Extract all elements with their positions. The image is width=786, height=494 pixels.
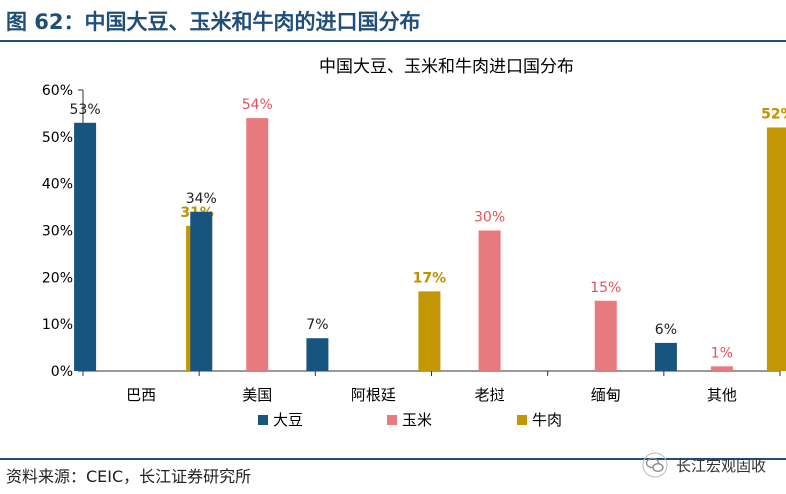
figure-title: 图 62：中国大豆、玉米和牛肉的进口国分布 [6, 10, 421, 34]
y-tick-label: 20% [42, 270, 73, 286]
y-tick-label: 0% [51, 364, 73, 380]
data-label: 52% [761, 106, 786, 122]
bar-chart: 中国大豆、玉米和牛肉进口国分布 0% 10% 20% 30% 40% 50% 60% 巴西 53%… [42, 57, 786, 429]
legend-swatch [517, 415, 527, 425]
bar [654, 342, 677, 371]
bar [246, 118, 269, 371]
y-tick-label: 30% [42, 224, 73, 240]
bar [594, 300, 617, 371]
y-tick-label: 50% [42, 130, 73, 146]
chart-title: 中国大豆、玉米和牛肉进口国分布 [319, 57, 574, 77]
legend-label: 玉米 [402, 411, 432, 429]
category-label: 缅甸 [591, 386, 621, 404]
data-label: 17% [413, 270, 447, 286]
category-label: 其他 [707, 386, 737, 404]
y-tick-label: 40% [42, 177, 73, 193]
legend-swatch [258, 415, 268, 425]
data-label: 54% [242, 97, 273, 113]
y-tick-label: 10% [42, 317, 73, 333]
y-tick-label: 60% [42, 83, 73, 99]
bar [418, 291, 441, 371]
category-label: 阿根廷 [351, 386, 396, 404]
legend-label: 大豆 [273, 411, 303, 429]
category-label: 巴西 [126, 386, 156, 404]
category-label: 老挝 [475, 386, 505, 404]
title-rule [0, 40, 786, 42]
data-label: 53% [70, 102, 101, 118]
legend-label: 牛肉 [532, 411, 562, 429]
wechat-icon [642, 452, 668, 478]
data-label: 34% [186, 191, 217, 207]
bar [710, 366, 733, 371]
data-label: 1% [711, 345, 733, 361]
source-rule [0, 458, 786, 460]
bar [478, 230, 501, 371]
data-label: 6% [655, 322, 677, 338]
data-label: 7% [306, 317, 328, 333]
legend-swatch [387, 415, 397, 425]
data-label: 15% [590, 280, 621, 296]
data-label: 30% [474, 210, 505, 226]
category-label: 美国 [242, 386, 272, 404]
bar [190, 211, 213, 371]
bar [766, 127, 786, 371]
source-note: 资料来源：CEIC，长江证券研究所 [6, 467, 252, 486]
watermark-text: 长江宏观固收 [675, 456, 766, 475]
wechat-watermark: 长江宏观固收 [642, 450, 766, 480]
bar [306, 338, 329, 371]
bar [74, 122, 97, 372]
